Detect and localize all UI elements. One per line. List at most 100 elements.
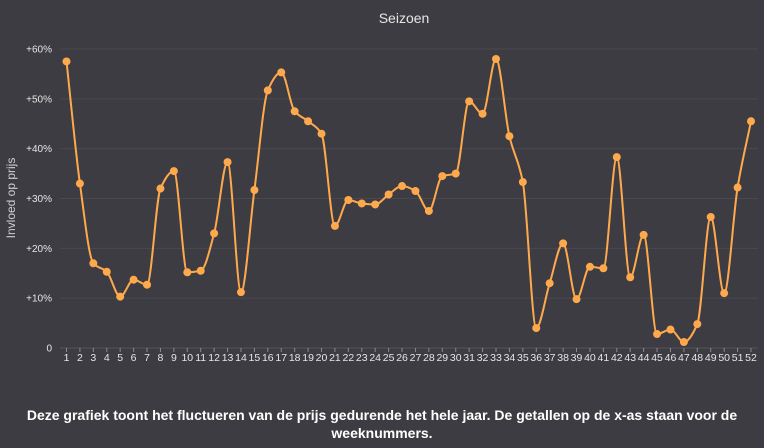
y-tick-label: +20% — [26, 244, 52, 255]
data-point-week-2[interactable] — [75, 179, 84, 188]
x-tick-label: 16 — [262, 352, 274, 364]
data-point-week-19[interactable] — [304, 117, 313, 126]
data-point-week-24[interactable] — [371, 200, 380, 209]
data-point-week-4[interactable] — [102, 267, 111, 276]
x-tick-label: 47 — [678, 352, 690, 364]
x-tick-label: 1 — [64, 352, 70, 364]
data-point-week-21[interactable] — [330, 221, 339, 230]
data-point-week-23[interactable] — [357, 199, 366, 208]
x-tick-label: 34 — [504, 352, 516, 364]
data-point-week-11[interactable] — [196, 266, 205, 275]
x-tick-label: 25 — [383, 352, 395, 364]
data-point-week-36[interactable] — [532, 324, 541, 333]
data-point-week-47[interactable] — [679, 338, 688, 347]
data-point-week-22[interactable] — [344, 195, 353, 204]
data-point-week-1[interactable] — [62, 57, 71, 66]
data-point-week-37[interactable] — [545, 279, 554, 288]
data-point-week-10[interactable] — [183, 268, 192, 277]
data-point-week-38[interactable] — [559, 239, 568, 248]
x-tick-label: 26 — [396, 352, 408, 364]
x-tick-label: 35 — [517, 352, 529, 364]
data-point-week-48[interactable] — [693, 320, 702, 329]
data-point-week-15[interactable] — [250, 186, 259, 195]
chart-caption: Deze grafiek toont het fluctueren van de… — [26, 407, 738, 441]
x-tick-label: 12 — [208, 352, 220, 364]
data-point-week-45[interactable] — [653, 330, 662, 339]
x-tick-label: 21 — [329, 352, 341, 364]
data-point-week-8[interactable] — [156, 184, 165, 193]
x-tick-label: 33 — [490, 352, 502, 364]
data-point-week-12[interactable] — [210, 229, 219, 238]
x-tick-label: 32 — [477, 352, 489, 364]
data-point-week-50[interactable] — [720, 289, 729, 298]
x-tick-label: 27 — [410, 352, 422, 364]
x-tick-label: 14 — [235, 352, 247, 364]
y-axis-label: Invloed op prijs — [4, 158, 18, 239]
data-point-week-25[interactable] — [384, 190, 393, 199]
x-tick-label: 44 — [638, 352, 650, 364]
data-point-week-35[interactable] — [518, 178, 527, 187]
x-tick-label: 51 — [732, 352, 744, 364]
data-point-week-31[interactable] — [465, 97, 474, 106]
data-point-week-30[interactable] — [451, 169, 460, 178]
x-tick-label: 17 — [275, 352, 287, 364]
data-point-week-43[interactable] — [626, 273, 635, 282]
x-tick-label: 19 — [302, 352, 314, 364]
x-tick-label: 30 — [450, 352, 462, 364]
data-point-week-29[interactable] — [438, 172, 447, 181]
x-tick-label: 18 — [289, 352, 301, 364]
x-tick-label: 43 — [624, 352, 636, 364]
x-tick-label: 5 — [117, 352, 123, 364]
x-tick-label: 10 — [181, 352, 193, 364]
x-tick-label: 52 — [745, 352, 757, 364]
data-point-week-34[interactable] — [505, 132, 514, 141]
x-tick-label: 3 — [90, 352, 96, 364]
x-tick-label: 28 — [423, 352, 435, 364]
y-tick-label: 0 — [46, 344, 52, 355]
series-line — [65, 57, 752, 344]
x-tick-label: 39 — [571, 352, 583, 364]
data-point-week-5[interactable] — [116, 292, 125, 301]
data-point-week-51[interactable] — [733, 183, 742, 192]
data-point-week-41[interactable] — [599, 264, 608, 273]
data-point-week-28[interactable] — [424, 206, 433, 215]
data-point-week-46[interactable] — [666, 325, 675, 334]
data-point-week-39[interactable] — [572, 295, 581, 304]
data-point-week-49[interactable] — [706, 212, 715, 221]
data-points — [62, 54, 755, 347]
data-point-week-27[interactable] — [411, 187, 420, 196]
y-tick-label: +10% — [26, 294, 52, 305]
data-point-week-17[interactable] — [277, 68, 286, 77]
data-point-week-42[interactable] — [612, 153, 621, 162]
data-point-week-33[interactable] — [491, 54, 500, 63]
data-point-week-3[interactable] — [89, 259, 98, 268]
x-tick-label: 7 — [144, 352, 150, 364]
x-tick-label: 22 — [343, 352, 355, 364]
x-tick-label: 50 — [718, 352, 730, 364]
x-axis: 1 2 3 4 5 6 7 8 9 10 11 12 13 14 15 16 17 18 19 20 21 22 23 24 2… — [64, 348, 757, 364]
data-point-week-14[interactable] — [236, 288, 245, 297]
x-tick-label: 45 — [651, 352, 663, 364]
data-point-week-16[interactable] — [263, 86, 272, 95]
y-tick-label: +30% — [26, 194, 52, 205]
y-tick-label: +50% — [26, 94, 52, 105]
data-point-week-9[interactable] — [169, 167, 178, 176]
x-tick-label: 36 — [530, 352, 542, 364]
y-tick-label: +60% — [26, 45, 52, 56]
x-tick-label: 2 — [77, 352, 83, 364]
x-tick-label: 46 — [665, 352, 677, 364]
data-point-week-26[interactable] — [398, 182, 407, 191]
data-point-week-44[interactable] — [639, 230, 648, 239]
grid-lines — [60, 48, 758, 349]
data-point-week-32[interactable] — [478, 109, 487, 118]
data-point-week-18[interactable] — [290, 107, 299, 116]
x-tick-label: 4 — [104, 352, 110, 364]
data-point-week-20[interactable] — [317, 129, 326, 138]
data-point-week-52[interactable] — [747, 117, 755, 126]
data-point-week-6[interactable] — [129, 275, 138, 284]
data-point-week-13[interactable] — [223, 158, 232, 167]
data-point-week-7[interactable] — [143, 280, 152, 289]
data-point-week-40[interactable] — [585, 262, 594, 271]
x-tick-label: 24 — [369, 352, 381, 364]
y-axis-ticks: 0 +10% +20% +30% +40% +50% +60% — [26, 45, 52, 355]
